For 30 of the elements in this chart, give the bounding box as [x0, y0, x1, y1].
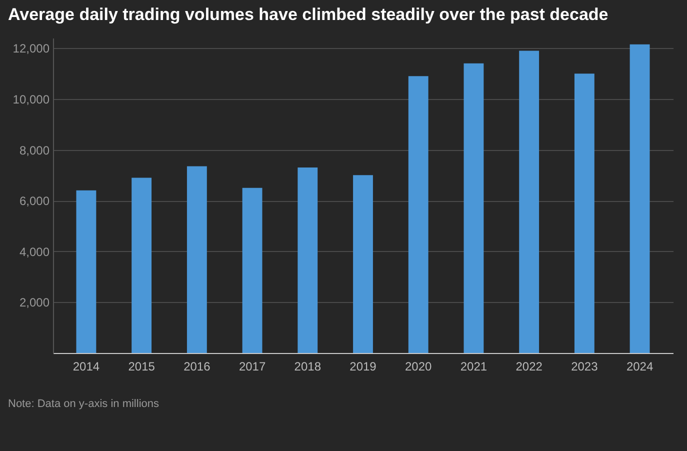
- y-tick-label: 8,000: [19, 143, 50, 158]
- y-tick-label: 4,000: [19, 244, 50, 259]
- x-tick-label: 2015: [128, 360, 156, 374]
- x-tick-label: 2014: [72, 360, 100, 374]
- bar: [408, 76, 428, 353]
- x-tick-label: 2019: [350, 360, 377, 374]
- x-tick-label: 2021: [460, 360, 488, 374]
- bar: [298, 168, 318, 353]
- x-tick-label: 2018: [294, 360, 322, 374]
- bar: [574, 74, 594, 353]
- y-tick-label: 12,000: [12, 42, 50, 56]
- bar: [76, 190, 96, 353]
- bar: [242, 188, 262, 353]
- x-tick-label: 2024: [626, 360, 654, 374]
- x-tick-label: 2016: [184, 360, 211, 374]
- bar: [519, 50, 540, 353]
- text: Note: Data on y-axis in millions: [8, 398, 160, 410]
- y-tick-label: 2,000: [19, 296, 50, 310]
- x-tick-label: 2023: [571, 360, 598, 374]
- y-tick-label: 6,000: [19, 194, 50, 208]
- bar: [630, 44, 650, 353]
- bar: [132, 178, 152, 353]
- y-tick-label: 10,000: [12, 92, 50, 106]
- bar: [186, 166, 207, 353]
- chart-title: Average daily trading volumes have climbed steadily over the past decade: [8, 5, 608, 24]
- x-tick-label: 2022: [516, 360, 543, 374]
- bar: [464, 63, 484, 353]
- bar: [353, 175, 373, 353]
- x-tick-label: 2017: [238, 360, 266, 374]
- x-tick-label: 2020: [405, 360, 432, 374]
